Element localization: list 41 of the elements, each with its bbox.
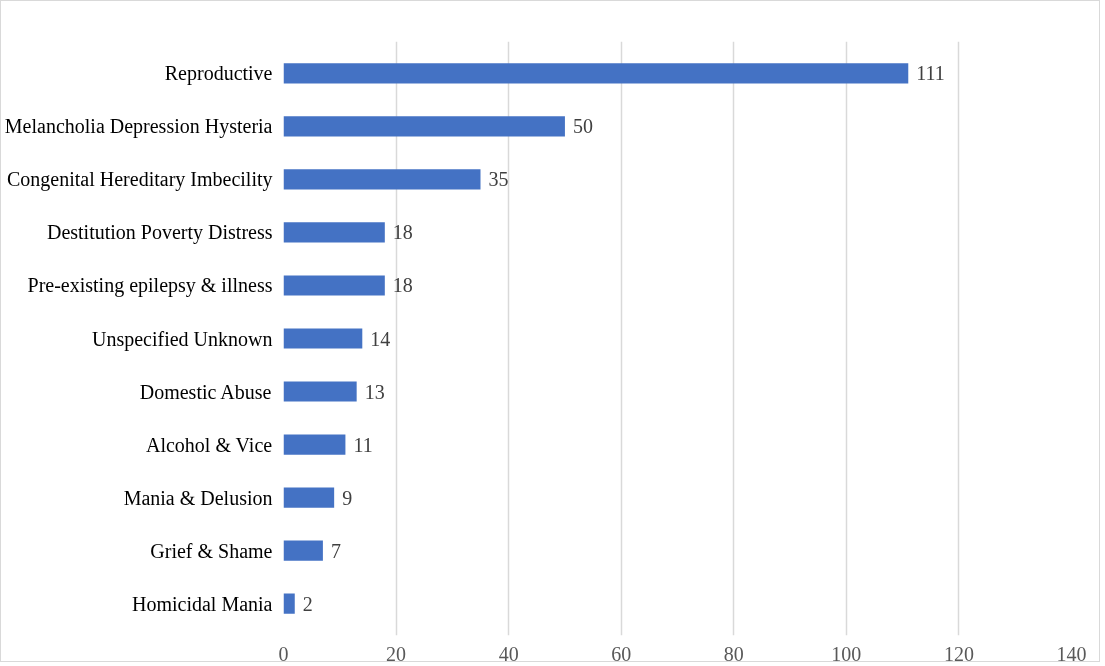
y-tick-label: Mania & Delusion <box>123 486 273 509</box>
x-tick-label: 120 <box>943 642 974 665</box>
data-label: 18 <box>392 274 413 297</box>
data-label: 35 <box>488 168 509 191</box>
y-tick-label: Melancholia Depression Hysteria <box>4 115 273 139</box>
data-label: 14 <box>370 327 391 350</box>
y-tick-label: Alcohol & Vice <box>145 433 273 456</box>
bar <box>283 169 481 190</box>
x-tick-label: 20 <box>386 642 407 665</box>
bar <box>283 540 323 561</box>
bar <box>283 487 335 508</box>
data-label: 111 <box>916 62 945 85</box>
x-tick-label: 140 <box>1056 642 1087 665</box>
x-tick-label: 60 <box>611 642 632 665</box>
y-tick-label: Homicidal Mania <box>131 592 273 615</box>
data-label: 9 <box>342 486 353 509</box>
x-tick-label: 40 <box>498 642 519 665</box>
y-tick-label: Domestic Abuse <box>139 380 272 403</box>
y-tick-label: Congenital Hereditary Imbecility <box>7 168 273 192</box>
y-tick-label: Grief & Shame <box>150 539 273 562</box>
data-label: 7 <box>330 539 341 562</box>
x-tick-label: 0 <box>278 642 289 665</box>
y-tick-label: Reproductive <box>164 62 273 86</box>
bar <box>283 434 346 455</box>
data-label: 2 <box>302 592 313 615</box>
y-tick-label: Unspecified Unknown <box>91 327 273 351</box>
y-tick-label: Destitution Poverty Distress <box>46 221 273 245</box>
bar <box>283 275 385 296</box>
bar <box>283 381 357 402</box>
bar <box>283 222 385 243</box>
data-label: 18 <box>392 221 413 244</box>
bar <box>283 63 909 84</box>
bar <box>283 328 363 349</box>
bar <box>283 116 565 137</box>
y-tick-label: Pre-existing epilepsy & illness <box>27 274 273 298</box>
data-label: 11 <box>353 433 373 456</box>
x-tick-label: 80 <box>723 642 744 665</box>
bar <box>283 593 295 614</box>
x-tick-label: 100 <box>831 642 862 665</box>
data-label: 50 <box>572 115 593 138</box>
data-label: 13 <box>364 380 385 403</box>
